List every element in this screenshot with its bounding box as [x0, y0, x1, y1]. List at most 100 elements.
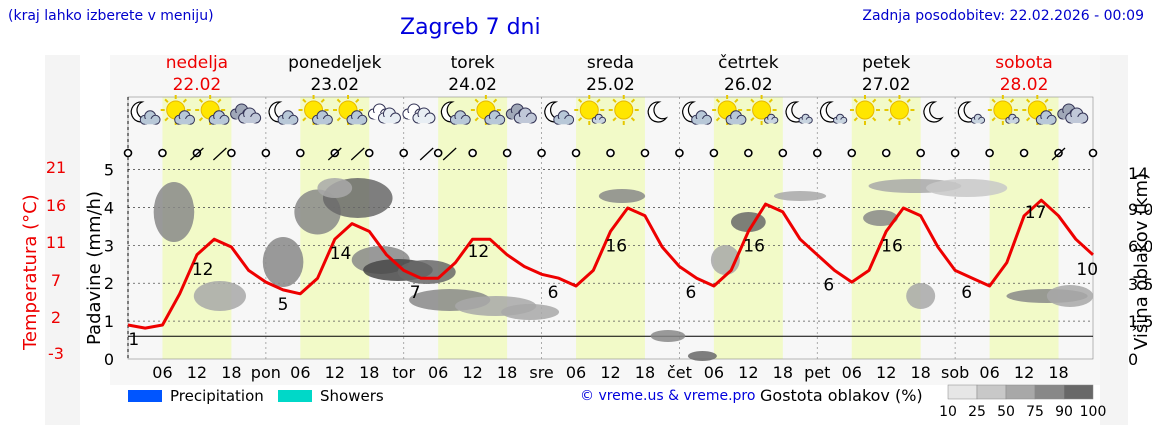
cloud-part: [696, 118, 707, 125]
daytime-band: [851, 97, 921, 359]
x-tick-label: 18: [773, 363, 793, 382]
cloud-density-title: Gostota oblakov (%): [760, 386, 923, 405]
temperature-label: 16: [743, 236, 765, 256]
x-tick-label: 06: [842, 363, 862, 382]
sun-ray: [991, 98, 996, 103]
x-tick-label: 06: [566, 363, 586, 382]
day-date: 28.02: [1000, 75, 1049, 95]
cloud-density-swatch: [1005, 384, 1036, 400]
legend-showers-label: Showers: [320, 387, 384, 405]
temperature-label: 12: [468, 242, 490, 262]
x-tick-label: 06: [152, 363, 172, 382]
sun-ray: [1044, 98, 1049, 103]
x-tick-label: 12: [325, 363, 345, 382]
sun-icon: [608, 95, 639, 125]
sun-ray: [630, 98, 636, 103]
wind-calm-marker: [261, 148, 271, 158]
cloud-part: [282, 118, 294, 125]
day-name: sobota: [995, 53, 1053, 73]
sun-cloud-icon: [470, 95, 506, 125]
cloud-height-tick-label: 9.0: [1128, 200, 1152, 219]
cloud-cover-blob: [262, 237, 304, 287]
x-tick-label: sob: [941, 363, 969, 382]
wind-calm-marker: [640, 148, 650, 158]
wind-calm-marker: [364, 148, 374, 158]
wind-calm-marker: [296, 148, 305, 158]
wind-barb: [189, 147, 204, 161]
wind-calm-marker: [847, 148, 857, 158]
sun-ray: [336, 117, 341, 122]
temperature-label: 1: [128, 330, 139, 350]
wind-calm-marker: [158, 148, 167, 158]
sun-ray: [872, 117, 877, 122]
sun-cloud-icon: [333, 95, 368, 125]
sun-ray: [906, 117, 911, 122]
wind-barb: [419, 147, 434, 161]
plot-frame: [127, 96, 1094, 360]
sun-ray: [630, 117, 636, 122]
sun-ray: [853, 98, 858, 103]
cloud-icon: [505, 103, 537, 124]
credit-link[interactable]: © vreme.us & vreme.pro: [580, 388, 756, 404]
wind-calm-marker: [468, 148, 477, 158]
sun-ray: [474, 117, 479, 122]
cloud-height-tick-label: 14: [1128, 164, 1148, 183]
sun-cloud-icon: [160, 95, 195, 125]
cloud-part: [558, 118, 570, 125]
temperature-label: 14: [330, 244, 352, 264]
left-axis-band: [45, 55, 80, 425]
sun-ray: [612, 117, 617, 122]
moon-shape: [923, 101, 944, 123]
sun-ray: [991, 117, 996, 122]
temperature-label: 16: [881, 236, 903, 256]
cloud-height-tick-label: 6.0: [1128, 237, 1152, 256]
wind-calm-marker: [675, 148, 684, 158]
sun-ray: [198, 117, 204, 122]
wind-calm-marker: [916, 148, 925, 158]
sun-ray: [734, 98, 739, 103]
sun-ray: [336, 98, 341, 103]
day-date: 26.02: [724, 75, 773, 95]
sun-ray: [596, 98, 601, 103]
temperature-label: 5: [278, 295, 289, 315]
moon-small-cloud-icon: [820, 101, 848, 124]
wind-calm-marker: [709, 148, 719, 158]
wind-barb: [212, 147, 227, 161]
sun-ray: [302, 117, 307, 122]
sun-ray: [888, 117, 893, 122]
precip-tick-label: 4: [104, 198, 114, 217]
sun-ray: [182, 98, 188, 103]
cloud-density-level: 90: [1055, 404, 1073, 420]
moon-cloud-icon: [544, 101, 575, 125]
wind-calm-marker: [778, 148, 788, 158]
cloud-height-tick-label: 3.5: [1128, 275, 1152, 294]
day-date: 24.02: [448, 75, 497, 95]
cloud-cover-blob: [773, 191, 827, 201]
sun-ray: [768, 98, 773, 103]
cloud-cover-blob: [598, 189, 646, 203]
x-tick-label: 06: [290, 363, 310, 382]
temp-tick-label: 16: [46, 196, 66, 215]
precip-tick-label: 2: [104, 274, 114, 293]
sun-cloud-icon: [712, 95, 747, 125]
wind-calm-marker: [812, 148, 822, 158]
cloud-part: [1070, 117, 1083, 123]
sun-ray: [492, 98, 498, 103]
x-tick-label: sre: [529, 363, 553, 382]
cloud-density-level: 25: [968, 404, 986, 420]
day-name: torek: [451, 53, 495, 73]
legend-precipitation: Precipitation: [128, 387, 264, 405]
cloud-part: [767, 119, 775, 124]
x-tick-label: tor: [392, 363, 415, 382]
precip-tick-label: 0: [104, 350, 114, 369]
wind-calm-marker: [399, 148, 409, 158]
x-tick-label: 06: [428, 363, 448, 382]
wind-calm-marker: [227, 148, 236, 158]
cloud-part: [417, 117, 430, 123]
x-tick-label: pon: [251, 363, 281, 382]
wind-calm-marker: [571, 148, 581, 158]
moon-small-cloud-icon: [785, 101, 813, 124]
sun-small-cloud-icon: [746, 95, 779, 125]
cloud-part: [1008, 119, 1017, 124]
